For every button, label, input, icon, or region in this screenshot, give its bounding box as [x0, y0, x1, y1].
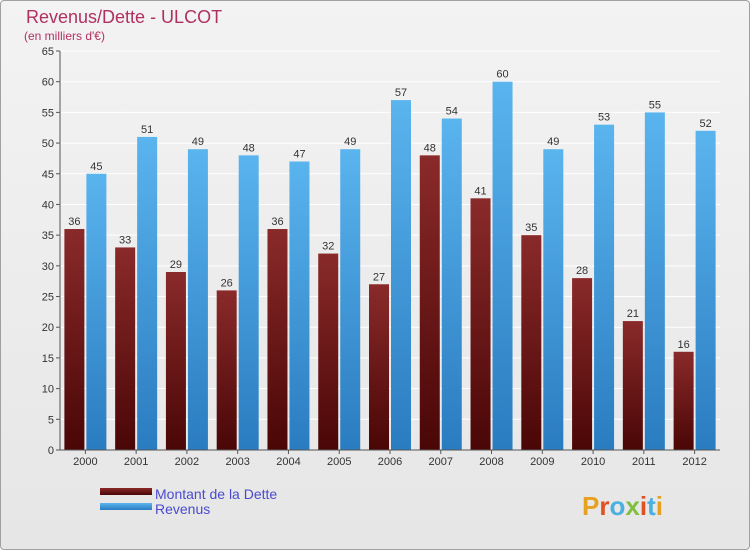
- bar-revenus: [340, 149, 361, 450]
- x-tick-label: 2005: [327, 456, 351, 468]
- data-label-revenus: 53: [598, 112, 610, 124]
- x-axis-ticks: 2000 2001 2002 2003 2004 2005 2006 2007 2008 2009…: [73, 450, 707, 468]
- bar-debt: [673, 351, 694, 450]
- data-label-debt: 29: [170, 259, 182, 271]
- bar-debt: [165, 271, 186, 450]
- data-label-debt: 28: [576, 265, 588, 277]
- data-label-debt: 27: [373, 271, 385, 283]
- bar-revenus: [492, 81, 513, 450]
- chart-title: Revenus/Dette - ULCOT: [26, 7, 222, 27]
- data-label-revenus: 52: [699, 118, 711, 130]
- bar-revenus: [644, 112, 665, 450]
- y-tick-label: 60: [42, 77, 54, 89]
- y-tick-label: 40: [42, 199, 54, 211]
- data-label-debt: 32: [322, 241, 334, 253]
- y-tick-label: 20: [42, 322, 54, 334]
- bar-debt: [572, 278, 593, 450]
- bar-debt: [470, 198, 491, 450]
- bar-debt: [267, 229, 288, 450]
- bar-revenus: [594, 124, 615, 451]
- bar-revenus: [187, 149, 208, 450]
- y-tick-label: 5: [48, 414, 54, 426]
- data-label-debt: 36: [68, 216, 80, 228]
- bar-debt: [318, 253, 339, 450]
- legend-label-debt: Montant de la Dette: [155, 486, 277, 502]
- data-label-debt: 26: [221, 277, 233, 289]
- bar-revenus: [543, 149, 564, 450]
- legend: Montant de la Dette Revenus: [100, 486, 277, 517]
- axes: [59, 51, 720, 451]
- bar-revenus: [238, 155, 259, 450]
- chart-subtitle: (en milliers d'€): [24, 29, 105, 43]
- y-tick-label: 30: [42, 261, 54, 273]
- bar-debt: [216, 290, 237, 450]
- bar-revenus: [441, 118, 462, 451]
- y-tick-label: 45: [42, 169, 54, 181]
- x-tick-label: 2010: [581, 456, 605, 468]
- bar-revenus: [137, 136, 158, 450]
- data-label-debt: 33: [119, 234, 131, 246]
- proxiti-logo: Proxiti: [582, 491, 663, 521]
- y-tick-label: 50: [42, 138, 54, 150]
- legend-swatch-revenus: [100, 503, 152, 510]
- legend-swatch-debt: [100, 488, 152, 495]
- data-label-revenus: 48: [243, 142, 255, 154]
- data-label-debt: 48: [424, 142, 436, 154]
- bar-revenus: [289, 161, 310, 450]
- bar-debt: [521, 235, 542, 450]
- x-tick-label: 2001: [124, 456, 148, 468]
- data-label-revenus: 49: [344, 136, 356, 148]
- bar-revenus: [695, 130, 716, 451]
- data-label-revenus: 49: [547, 136, 559, 148]
- data-label-revenus: 49: [192, 136, 204, 148]
- data-label-revenus: 60: [496, 69, 508, 81]
- bars: 36 45 33 51 29 49 26 48 36 47 32 49 27 57 48 54 41 60 35 49…: [64, 69, 716, 451]
- data-label-revenus: 47: [293, 148, 305, 160]
- x-tick-label: 2002: [175, 456, 199, 468]
- y-axis-ticks: 0 5 10 15 20 25 30 35 40 45 50 55 60 65: [42, 46, 60, 457]
- y-tick-label: 65: [42, 46, 54, 58]
- data-label-revenus: 57: [395, 87, 407, 99]
- data-label-debt: 21: [627, 308, 639, 320]
- y-tick-label: 15: [42, 353, 54, 365]
- x-tick-label: 2009: [530, 456, 554, 468]
- x-tick-label: 2007: [429, 456, 453, 468]
- bar-debt: [64, 229, 85, 450]
- gridlines: [60, 50, 720, 420]
- x-tick-label: 2008: [479, 456, 503, 468]
- y-tick-label: 0: [48, 445, 54, 457]
- data-label-revenus: 45: [90, 161, 102, 173]
- data-label-revenus: 54: [446, 106, 458, 118]
- x-tick-label: 2011: [632, 456, 656, 468]
- bar-debt: [419, 155, 440, 450]
- legend-label-revenus: Revenus: [155, 501, 210, 517]
- data-label-debt: 41: [474, 185, 486, 197]
- bar-debt: [115, 247, 136, 450]
- x-tick-label: 2004: [276, 456, 300, 468]
- y-tick-label: 35: [42, 230, 54, 242]
- bar-debt: [369, 284, 389, 450]
- x-tick-label: 2006: [378, 456, 402, 468]
- data-label-revenus: 55: [649, 99, 661, 111]
- x-tick-label: 2000: [73, 456, 97, 468]
- y-tick-label: 25: [42, 292, 54, 304]
- y-tick-label: 10: [42, 384, 54, 396]
- data-label-debt: 16: [677, 339, 689, 351]
- data-label-debt: 35: [525, 222, 537, 234]
- bar-debt: [622, 321, 643, 450]
- y-tick-label: 55: [42, 107, 54, 119]
- x-tick-label: 2003: [225, 456, 249, 468]
- bar-revenus: [391, 100, 411, 450]
- data-label-revenus: 51: [141, 124, 153, 136]
- bar-revenus: [86, 173, 107, 450]
- data-label-debt: 36: [271, 216, 283, 228]
- x-tick-label: 2012: [682, 456, 706, 468]
